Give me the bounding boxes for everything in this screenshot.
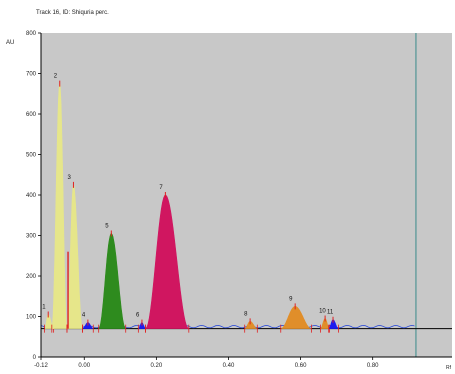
y-tick-label-400: 400 (26, 193, 37, 199)
x-tick-label-0: -0.12 (34, 363, 48, 369)
y-tick-label-200: 200 (26, 274, 37, 280)
peak-5 (98, 233, 127, 329)
peak-label-7: 7 (159, 185, 163, 191)
peak-11 (328, 319, 339, 329)
x-axis-label: Rf (446, 365, 451, 371)
y-tick-label-800: 800 (26, 31, 37, 37)
y-tick-label-300: 300 (26, 234, 37, 240)
x-tick-label-2: 0.20 (151, 363, 163, 369)
y-axis-label: AU (6, 40, 15, 46)
y-tick-label-500: 500 (26, 153, 37, 159)
peak-label-9: 9 (289, 296, 293, 302)
peak-label-2: 2 (54, 74, 58, 80)
peak-label-10: 10 (319, 309, 326, 315)
x-tick-label-3: 0.40 (223, 363, 235, 369)
x-tick-label-1: 0.00 (78, 363, 90, 369)
y-tick-label-600: 600 (26, 112, 37, 118)
peak-label-3: 3 (67, 175, 71, 181)
y-tick-label-700: 700 (26, 72, 37, 78)
y-tick-label-0: 0 (33, 355, 37, 361)
chart-title: Track 16, ID: Shiquria perc. (36, 10, 109, 16)
peak-9 (280, 306, 312, 329)
peak-label-11: 11 (327, 310, 334, 316)
peak-label-8: 8 (244, 311, 248, 317)
x-tick-label-4: 0.60 (295, 363, 307, 369)
peak-label-6: 6 (136, 313, 140, 319)
peak-8 (244, 321, 258, 329)
peak-7 (144, 194, 190, 329)
y-tick-label-100: 100 (26, 315, 37, 321)
peak-label-4: 4 (82, 313, 86, 319)
x-tick-label-5: 0.80 (367, 363, 379, 369)
peak-label-1: 1 (42, 304, 46, 310)
peak-3 (66, 184, 84, 329)
peak-label-5: 5 (105, 223, 109, 229)
